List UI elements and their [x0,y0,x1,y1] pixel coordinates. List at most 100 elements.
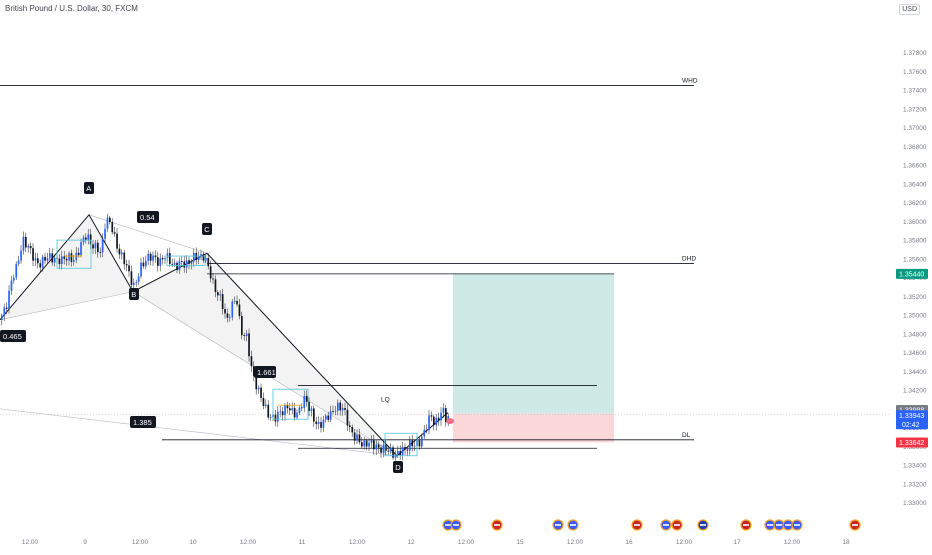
x-tick-label: 12:00 [676,539,693,546]
candle-body [140,262,142,277]
candle-body [245,333,248,337]
candle-body [377,444,380,448]
candle-body [65,258,68,261]
candle-body [370,440,373,443]
candle-body [325,415,327,420]
candle-body [113,232,116,234]
candle-body [365,440,368,447]
candle-body [149,253,152,261]
candle-body [301,407,303,409]
candle-body [406,449,409,451]
candle-body [289,408,291,411]
ratio-2-bg [0,330,26,342]
candle-body [346,409,349,426]
x-tick-label: 11 [299,539,306,546]
level-dhd-label: DHD [682,256,696,263]
candle-body [224,309,226,314]
x-tick-label: 12:00 [240,539,257,546]
candle-body [171,263,174,265]
candle-body [233,300,236,302]
candle-body [329,411,332,420]
candle-body [221,294,224,310]
candle-body [101,238,104,253]
ratio-1-bg [137,211,159,223]
symbol-title[interactable]: British Pound / U.S. Dollar, 30, FXCM [5,4,138,13]
candle-body [27,245,30,248]
candle-body [51,253,54,263]
candle-body [389,447,392,452]
candle-body [92,244,94,249]
candle-body [61,256,63,265]
event-flag-stripe [663,524,669,526]
point-a-label: A [86,184,91,193]
candle-body [322,419,325,428]
event-flag-stripe [852,524,858,526]
economic-events [442,519,861,531]
y-tick-label: 1.37600 [903,69,927,76]
candle-body [334,410,337,412]
candle-body [99,252,102,253]
candle-body [425,429,428,431]
candle-body [190,261,193,264]
candle-body [94,242,97,249]
level-whd-label: WHD [682,77,698,84]
candle-body [435,417,438,426]
candle-body [63,256,66,259]
candle-body [399,450,402,456]
candle-body [368,442,370,447]
candle-body [116,233,118,249]
candle-body [212,278,214,280]
candle-body [176,262,178,271]
x-tick-label: 10 [189,539,197,546]
candle-body [207,257,210,267]
drawn-box-4 [384,432,418,457]
level-lines: WHD DHD LQ DL [0,77,890,449]
candle-body [37,258,39,264]
candle-body [77,252,80,256]
candle-body [39,263,42,268]
point-a-bg [84,182,94,194]
event-flag-stripe [634,524,640,526]
candle-body [430,415,433,417]
candle-body [41,256,44,268]
candle-body [269,417,272,418]
candle-body [217,292,219,296]
event-flag-stripe [453,524,459,526]
candle-body [392,447,394,458]
y-tick-label: 1.36600 [903,163,927,170]
candle-body [226,313,229,318]
candle-body [421,436,423,447]
x-tick-label: 12:00 [458,539,475,546]
candle-body [118,248,121,255]
candle-body [22,236,25,251]
currency-button[interactable]: USD [899,4,920,15]
candle-body [317,422,320,425]
candle-body [73,260,75,262]
candle-body [332,411,334,412]
x-tick-label: 12:00 [22,539,39,546]
y-tick-label: 1.35200 [903,294,927,301]
candle-body [411,440,414,447]
candle-body [147,253,150,261]
candle-body [428,415,430,431]
candle-body [265,404,267,406]
candle-body [193,252,195,262]
candle-body [267,404,270,418]
last-price-tag: 1.33943 [899,413,924,420]
candle-body [413,445,416,447]
candle-body [200,254,202,257]
candle-body [142,262,145,267]
candle-body [315,421,318,425]
candle-body [293,408,296,418]
point-b-bg [129,288,139,300]
candle-body [157,257,159,266]
y-tick-label: 1.37200 [903,106,927,113]
ratio-1-label: 0.54 [140,213,155,222]
candle-body [253,366,255,376]
candle-body [152,255,154,261]
candle-body [281,411,284,416]
candle-body [291,408,294,411]
candle-body [341,408,344,411]
